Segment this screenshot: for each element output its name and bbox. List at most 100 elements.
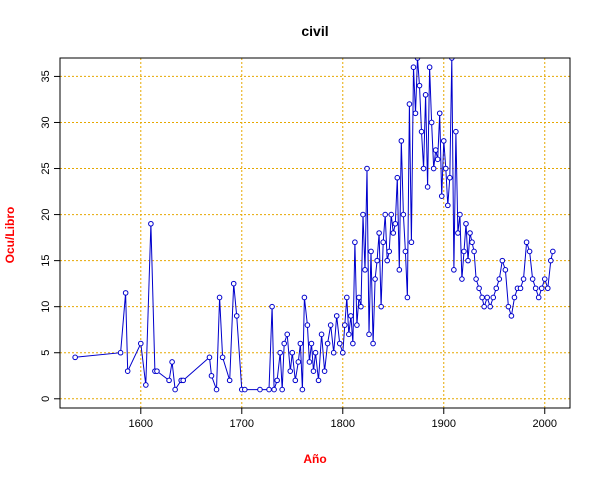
data-point — [208, 372, 215, 379]
data-point — [330, 349, 337, 356]
data-point — [344, 294, 350, 301]
y-tick-label: 30 — [40, 116, 52, 128]
data-point — [279, 386, 285, 393]
data-point — [438, 193, 445, 199]
data-point — [308, 340, 315, 347]
y-axis-label: Ocu/Libro — [3, 207, 17, 264]
series-line — [75, 58, 554, 392]
data-point — [216, 294, 223, 301]
y-tick-label: 35 — [40, 70, 52, 82]
data-point — [402, 248, 409, 255]
data-point — [281, 340, 287, 347]
data-point — [388, 211, 395, 218]
grid — [60, 58, 570, 408]
data-point — [233, 313, 240, 319]
y-axis: 0 5 10 15 20 25 30 35 — [40, 70, 60, 402]
data-point — [354, 322, 360, 328]
data-point — [505, 303, 512, 310]
data-point — [374, 257, 380, 264]
data-point — [508, 313, 515, 319]
data-point — [277, 349, 283, 356]
data-point — [180, 377, 187, 384]
data-point — [490, 294, 497, 301]
data-point — [122, 290, 129, 296]
y-tick-label: 5 — [40, 350, 52, 356]
data-point — [453, 128, 459, 135]
data-point — [523, 239, 530, 246]
y-tick-label: 10 — [40, 301, 52, 313]
plot-frame — [59, 57, 571, 409]
data-point — [538, 285, 545, 292]
data-point — [422, 92, 429, 98]
data-point — [473, 276, 479, 282]
data-point — [432, 147, 439, 153]
y-tick-label: 20 — [40, 208, 52, 220]
data-point — [499, 257, 506, 264]
data-point — [451, 267, 457, 273]
data-point — [520, 276, 527, 282]
data-point — [124, 368, 131, 374]
data-point — [544, 285, 551, 292]
data-point — [213, 386, 220, 393]
data-point — [390, 230, 397, 236]
data-point — [219, 354, 226, 361]
data-point — [445, 202, 451, 209]
data-point — [169, 359, 175, 365]
data-point — [526, 248, 533, 255]
data-point — [352, 239, 358, 246]
data-point — [287, 368, 294, 374]
data-point — [324, 340, 331, 347]
data-point — [333, 313, 340, 319]
data-point — [380, 239, 386, 246]
data-point — [372, 276, 378, 282]
data-point — [148, 220, 154, 227]
x-axis-label: Año — [303, 452, 326, 466]
data-point — [548, 257, 554, 264]
data-point — [479, 294, 485, 301]
x-tick-label: 1700 — [230, 418, 254, 430]
data-point — [301, 294, 308, 301]
data-point — [266, 386, 272, 393]
data-point — [440, 138, 447, 144]
data-point — [463, 220, 469, 227]
x-tick-label: 1900 — [432, 418, 456, 430]
data-point — [517, 285, 524, 292]
data-point — [550, 248, 556, 255]
data-point — [455, 230, 461, 236]
data-point — [284, 331, 291, 338]
data-point — [384, 257, 391, 264]
data-point — [299, 386, 306, 393]
data-point — [496, 276, 503, 282]
x-axis: 1600 1700 1800 1900 2000 — [129, 408, 557, 430]
data-point — [318, 331, 325, 338]
data-point — [304, 322, 311, 328]
data-point — [295, 359, 302, 365]
data-point — [348, 313, 354, 319]
data-point — [406, 101, 413, 107]
data-point — [366, 331, 372, 338]
data-point — [459, 276, 465, 282]
data-point — [420, 165, 427, 172]
data-point — [418, 128, 425, 135]
data-point — [292, 377, 299, 384]
data-point — [398, 138, 405, 144]
data-point — [394, 174, 401, 181]
y-tick-label: 15 — [40, 255, 52, 267]
data-point — [172, 386, 178, 393]
data-point — [511, 294, 518, 301]
data-point — [368, 248, 374, 255]
data-point — [481, 303, 487, 310]
data-point — [502, 267, 509, 273]
x-tick-label: 2000 — [533, 418, 557, 430]
data-point — [230, 280, 237, 287]
data-point — [166, 377, 172, 384]
y-tick-label: 0 — [40, 396, 52, 402]
x-tick-label: 1800 — [331, 418, 355, 430]
data-point — [306, 359, 313, 365]
data-point — [436, 110, 443, 117]
data-point — [242, 386, 248, 393]
series-layer — [72, 58, 556, 393]
data-point — [465, 257, 471, 264]
data-point — [360, 211, 366, 218]
data-point — [154, 368, 160, 374]
